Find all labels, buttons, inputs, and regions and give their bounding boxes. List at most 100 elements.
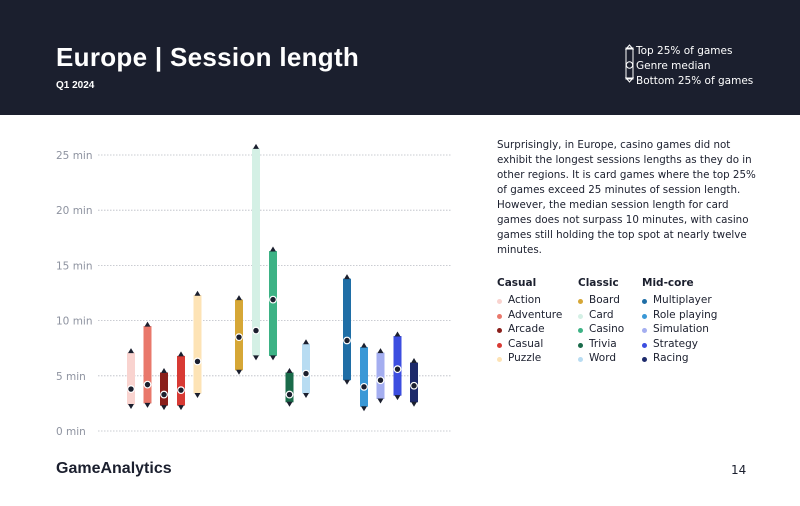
gameanalytics-logo: GameAnalytics [56,460,172,477]
median-marker [252,326,260,335]
legend-item-label: Role playing [653,308,718,321]
range-bar [376,352,385,399]
range-bar-strategy [393,331,402,401]
top-quartile-marker [194,290,201,296]
legend-swatch [642,342,647,348]
legend-item-label: Action [508,294,541,306]
legend-swatch [578,313,583,319]
range-bar-racing [410,358,418,407]
top-quartile-marker [270,246,276,252]
legend-swatch [497,313,502,319]
bottom-quartile-marker [344,379,350,385]
median-marker [376,376,385,385]
legend-swatch [497,357,502,362]
y-tick-label: 0 min [56,426,86,438]
legend-top-label: Top 25% of games [636,45,733,57]
top-quartile-marker [286,367,293,373]
top-quartile-marker [394,331,401,337]
legend-group-heading: Classic [578,277,619,289]
range-bar-role-playing [360,342,368,412]
legend-item-label: Board [589,294,620,306]
bottom-quartile-marker [144,402,151,408]
range-legend-icon [624,44,635,83]
range-bar-action [127,348,135,410]
legend-swatch [497,299,502,304]
y-tick-label: 15 min [56,260,93,272]
legend-group-heading: Mid-core [642,277,694,289]
legend-swatch [497,328,502,333]
legend-group-heading: Casual [497,277,537,289]
y-tick-label: 25 min [56,150,93,162]
top-quartile-marker [128,348,134,354]
range-bar-puzzle [193,290,202,398]
bottom-quartile-marker [394,395,401,401]
median-marker [285,390,294,399]
legend-item-label: Word [589,352,616,364]
median-marker [160,390,168,399]
top-quartile-marker [344,274,350,280]
y-tick-label: 20 min [56,205,93,217]
bottom-quartile-marker [128,404,134,410]
y-tick-label: 10 min [56,316,93,328]
bottom-quartile-marker [178,405,184,411]
legend-swatch [578,299,583,304]
header-banner: Europe | Session length Q1 2024 Top 25% … [0,0,800,115]
bottom-quartile-marker [303,392,309,398]
legend-item-label: Simulation [653,323,709,335]
top-quartile-marker [161,367,167,373]
top-quartile-marker [377,348,384,354]
range-bar-casual [177,351,185,411]
legend-item-label: Casino [589,323,625,335]
median-marker [143,380,152,389]
top-quartile-marker [236,295,242,301]
top-quartile-marker [178,351,184,357]
range-bar-adventure [143,321,152,408]
median-marker [393,365,402,374]
range-bar-card [252,143,260,361]
range-bar-word [302,339,310,398]
legend-swatch [642,357,647,362]
range-bar [177,355,185,406]
bottom-quartile-marker [361,406,367,412]
range-bar [252,148,260,356]
top-quartile-marker [303,339,309,345]
page-number: 14 [731,463,747,477]
legend-median-label: Genre median [636,60,711,72]
range-bar [127,352,135,405]
legend-item-label: Trivia [589,337,617,350]
range-bar [302,343,310,394]
bottom-quartile-marker [286,401,293,407]
range-bar-trivia [285,367,294,407]
legend-item-label: Adventure [508,308,563,321]
median-marker [410,381,418,390]
range-bar [193,295,202,394]
legend-item-label: Card [589,308,614,321]
range-bar-casino [269,246,277,361]
legend-item-label: Puzzle [508,352,542,364]
legend-swatch [578,342,583,348]
median-marker [269,295,277,304]
legend-item-label: Racing [653,352,689,364]
range-legend: Top 25% of games Genre median Bottom 25%… [624,44,794,90]
range-bar-arcade [160,367,168,411]
top-quartile-marker [253,143,259,149]
range-bar-simulation [376,348,385,404]
legend-swatch [497,342,502,348]
bottom-quartile-marker [377,398,384,404]
median-marker [127,385,135,393]
range-bar [285,372,294,403]
median-marker [193,357,202,366]
top-quartile-marker [411,358,417,364]
range-bar [360,347,368,407]
bottom-quartile-marker [161,405,167,411]
y-tick-label: 5 min [56,371,86,383]
legend-bottom-label: Bottom 25% of games [636,75,754,87]
bottom-quartile-marker [411,401,417,407]
legend-item-label: Arcade [508,323,545,335]
legend-swatch [642,328,647,333]
top-quartile-marker [144,321,151,327]
legend-swatch [578,328,583,333]
page-title: Europe | Session length [56,42,360,72]
range-bar [343,278,351,381]
